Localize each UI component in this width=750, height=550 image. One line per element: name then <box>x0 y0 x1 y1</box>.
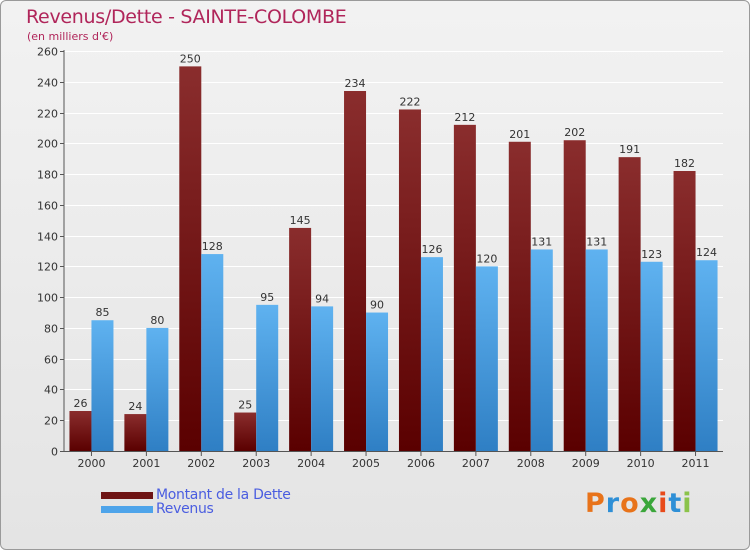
data-label-revenus: 80 <box>150 314 164 327</box>
y-tick-label: 60 <box>44 354 58 367</box>
data-label-dette: 191 <box>619 143 640 156</box>
data-label-revenus: 94 <box>315 292 329 305</box>
data-label-revenus: 126 <box>421 243 442 256</box>
data-label-dette: 145 <box>290 214 311 227</box>
logo-letter: r <box>605 488 621 519</box>
y-tick-label: 20 <box>44 415 58 428</box>
data-label-revenus: 128 <box>202 240 223 253</box>
logo-letter: x <box>639 488 659 519</box>
bar-dette <box>234 412 257 451</box>
data-label-dette: 26 <box>73 397 87 410</box>
bar-dette <box>453 124 476 451</box>
data-label-dette: 24 <box>128 400 142 413</box>
logo-letter: i <box>682 488 693 519</box>
x-tick-label: 2005 <box>352 457 380 470</box>
bar-dette <box>289 227 312 451</box>
y-tick-label: 140 <box>37 231 58 244</box>
bars: 26 85 24 80 250 128 25 95 145 94 234 90 222 126 212 120… <box>69 52 718 451</box>
chart-title: Revenus/Dette - SAINTE-COLOMBE <box>26 6 347 28</box>
x-tick-label: 2011 <box>682 457 710 470</box>
data-label-revenus: 123 <box>641 248 662 261</box>
bar-dette <box>179 66 202 451</box>
y-tick-label: 0 <box>51 446 58 459</box>
legend-label-revenus: Revenus <box>156 501 214 517</box>
bar-dette <box>673 171 696 451</box>
x-tick-label: 2000 <box>77 457 105 470</box>
data-label-revenus: 124 <box>696 246 717 259</box>
logo-letter: o <box>620 488 640 519</box>
legend-item-revenus: Revenus <box>101 501 214 517</box>
legend-item-dette: Montant de la Dette <box>101 487 291 503</box>
y-tick-label: 120 <box>37 261 58 274</box>
y-tick-label: 220 <box>37 108 58 121</box>
y-tick-label: 80 <box>44 323 58 336</box>
bar-revenus <box>695 260 718 451</box>
data-label-dette: 25 <box>238 399 252 412</box>
data-label-dette: 212 <box>454 111 475 124</box>
data-label-dette: 234 <box>345 77 366 90</box>
bar-dette <box>618 157 641 451</box>
data-label-dette: 222 <box>399 95 420 108</box>
data-label-revenus: 131 <box>586 235 607 248</box>
proxiti-logo: Proxiti <box>585 488 693 519</box>
bar-revenus <box>585 249 608 451</box>
data-label-revenus: 85 <box>95 306 109 319</box>
bar-dette <box>69 411 92 451</box>
bar-revenus <box>366 312 389 451</box>
legend-label-dette: Montant de la Dette <box>156 487 291 503</box>
logo-letter: t <box>668 488 683 519</box>
chart-subtitle: (en milliers d'€) <box>27 30 114 43</box>
data-label-revenus: 95 <box>260 291 274 304</box>
x-tick-label: 2008 <box>517 457 545 470</box>
y-tick-label: 200 <box>37 138 58 151</box>
bar-dette <box>508 141 531 451</box>
y-tick-label: 160 <box>37 200 58 213</box>
data-label-dette: 250 <box>180 52 201 65</box>
bar-revenus <box>201 254 224 451</box>
data-label-revenus: 90 <box>370 299 384 312</box>
bar-dette <box>563 140 586 451</box>
bar-revenus <box>256 304 279 451</box>
bar-revenus <box>420 257 443 451</box>
bar-revenus <box>146 327 169 451</box>
logo-letter: P <box>585 488 606 519</box>
x-tick-label: 2006 <box>407 457 435 470</box>
bar-dette <box>398 109 421 451</box>
y-tick-label: 240 <box>37 77 58 90</box>
x-tick-label: 2004 <box>297 457 325 470</box>
bar-revenus <box>640 261 663 451</box>
y-tick-label: 180 <box>37 169 58 182</box>
data-label-revenus: 120 <box>476 252 497 265</box>
bar-revenus <box>530 249 553 451</box>
x-tick-label: 2009 <box>572 457 600 470</box>
data-label-dette: 202 <box>564 126 585 139</box>
x-tick-label: 2007 <box>462 457 490 470</box>
y-axis-ticks: 0 20 40 60 80 100 120 140 160 180 200 220 240 260 <box>37 46 64 459</box>
logo-letter: i <box>658 488 669 519</box>
bar-dette <box>124 414 147 451</box>
bar-dette <box>344 91 367 451</box>
y-tick-label: 260 <box>37 46 58 59</box>
x-axis-ticks: 2000 2001 2002 2003 2004 2005 2006 2007 2008 2009… <box>77 451 710 470</box>
x-tick-label: 2010 <box>627 457 655 470</box>
data-label-dette: 182 <box>674 157 695 170</box>
data-label-dette: 201 <box>509 128 530 141</box>
gridlines <box>64 51 723 421</box>
y-tick-label: 40 <box>44 384 58 397</box>
x-tick-label: 2001 <box>132 457 160 470</box>
legend-swatch-revenus <box>101 505 153 513</box>
legend-swatch-dette <box>101 491 153 499</box>
x-tick-label: 2002 <box>187 457 215 470</box>
bar-revenus <box>311 306 334 451</box>
bar-revenus <box>475 266 498 451</box>
y-tick-label: 100 <box>37 292 58 305</box>
bar-revenus <box>91 320 114 451</box>
x-tick-label: 2003 <box>242 457 270 470</box>
data-label-revenus: 131 <box>531 235 552 248</box>
